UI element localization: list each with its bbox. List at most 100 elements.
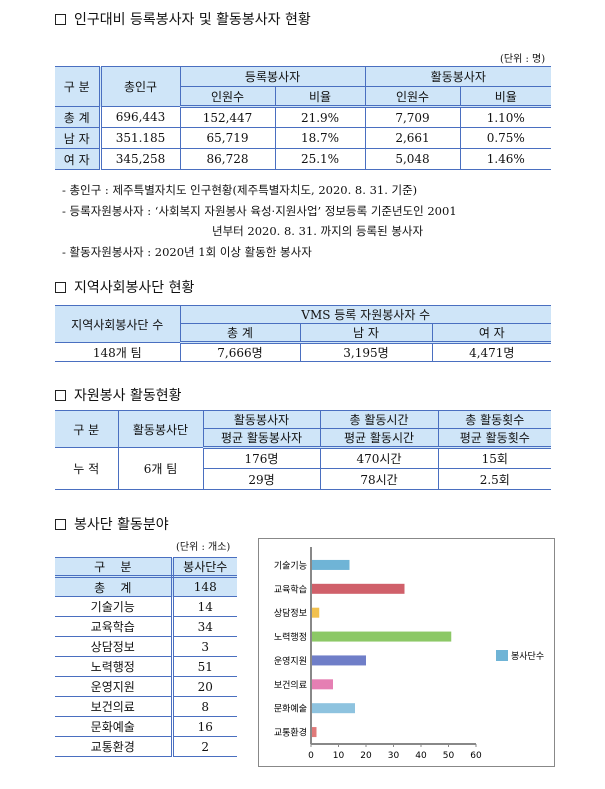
table-row: 기술기능 14 <box>55 596 237 617</box>
cell: 148개 팀 <box>55 342 181 362</box>
cell: 470시간 <box>319 447 439 469</box>
header-reg: 등록봉사자 <box>179 66 366 87</box>
cell: 86,728 <box>179 148 276 170</box>
section3-title: 자원봉사 활동현황 <box>55 385 182 405</box>
table-row: 총 계 696,443 152,447 21.9% 7,709 1.10% <box>55 106 552 128</box>
checkbox-square-icon <box>55 281 66 293</box>
cell: 29명 <box>203 468 321 490</box>
bar <box>311 559 350 570</box>
unit-label: (단위 : 개소) <box>176 542 231 553</box>
cell: 노력행정 <box>55 656 174 677</box>
category-label: 운영지원 <box>274 656 307 667</box>
header-cat: 구 분 <box>55 66 102 107</box>
table-row: 보건의료 8 <box>55 696 237 717</box>
section2-title: 지역사회봉사단 현황 <box>55 277 194 297</box>
table-row: 남 자 351.185 65,719 18.7% 2,661 0.75% <box>55 127 552 149</box>
cell: 696,443 <box>99 106 181 128</box>
cell: 4,471명 <box>431 342 552 362</box>
header-avg-volunteers: 평균 활동봉사자 <box>203 428 321 449</box>
header-pop: 총인구 <box>99 66 181 107</box>
note: - 등록자원봉사자 : ‘사회복지 자원봉사 육성·지원사업’ 정보등록 기준년… <box>62 203 457 218</box>
section4-title: 봉사단 활동분야 <box>55 514 169 534</box>
section1-title: 인구대비 등록봉사자 및 활동봉사자 현황 <box>55 9 311 29</box>
cell: 351.185 <box>99 127 181 149</box>
cell: 14 <box>171 596 237 617</box>
unit-label: (단위 : 명) <box>500 54 546 65</box>
table-row: 29명 78시간 2.5회 <box>55 468 551 490</box>
x-tick-label: 40 <box>415 751 427 761</box>
field-table: 구 분 봉사단수 총 계 148 기술기능 14 교육학습 34 상담정보 3 노력행정 51 운영지… <box>55 557 237 757</box>
category-label: 기술기능 <box>274 560 307 571</box>
x-tick-label: 20 <box>360 751 372 761</box>
header-count: 총 활동횟수 <box>437 410 551 429</box>
row-label: 총 계 <box>55 106 102 128</box>
header-cnt: 인원수 <box>180 86 276 108</box>
header-volunteers: 활동봉사자 <box>202 410 321 429</box>
table-row: 문화예술 16 <box>55 716 237 737</box>
note: - 총인구 : 제주특별자치도 인구현황(제주특별자치도, 2020. 8. 3… <box>62 183 418 197</box>
cell: 운영지원 <box>55 676 174 697</box>
header-ratio: 비율 <box>274 86 366 108</box>
table-row: 총 계 148 <box>55 576 237 597</box>
section3-title-text: 자원봉사 활동현황 <box>74 388 182 404</box>
table-row: 상담정보 3 <box>55 636 237 657</box>
cell: 1.46% <box>459 148 552 170</box>
table-row: 교통환경 2 <box>55 736 237 757</box>
table-row: 교육학습 34 <box>55 616 237 637</box>
table-row: 누 적 6개 팀 176명 470시간 15회 <box>55 447 551 490</box>
cell: 1.10% <box>459 106 552 128</box>
category-label: 문화예술 <box>274 704 307 715</box>
x-tick-label: 10 <box>333 751 345 761</box>
x-tick-label: 60 <box>470 751 482 761</box>
header-act: 활동봉사자 <box>364 66 552 87</box>
header-avg-count: 평균 활동횟수 <box>437 428 551 449</box>
bar <box>311 631 452 642</box>
table-row: 운영지원 20 <box>55 676 237 697</box>
cell: 176명 <box>202 447 321 469</box>
bar <box>311 679 333 690</box>
header-vms: VMS 등록 자원봉사자 수 <box>179 305 552 324</box>
table-row: 여 자 345,258 86,728 25.1% 5,048 1.46% <box>55 148 552 170</box>
note: - 활동자원봉사자 : 2020년 1회 이상 활동한 봉사자 <box>62 244 312 259</box>
header-male: 남 자 <box>299 323 433 344</box>
header-cat: 구 분 <box>55 557 174 578</box>
header-cat: 구 분 <box>55 410 119 448</box>
cell: 15회 <box>437 447 551 469</box>
cell: 7,666명 <box>179 342 301 362</box>
header-hours: 총 활동시간 <box>319 410 439 429</box>
cell: 7,709 <box>364 106 461 128</box>
legend-swatch <box>496 650 508 661</box>
bar <box>311 703 355 714</box>
cell: 문화예술 <box>55 716 174 737</box>
checkbox-square-icon <box>55 518 66 530</box>
header-female: 여 자 <box>431 323 552 344</box>
cell: 51 <box>171 656 237 677</box>
cell: 0.75% <box>459 127 552 149</box>
cell: 65,719 <box>179 127 276 149</box>
section1-title-text: 인구대비 등록봉사자 및 활동봉사자 현황 <box>74 12 311 28</box>
cell: 34 <box>171 616 237 637</box>
cell: 25.1% <box>274 148 366 170</box>
section2-title-text: 지역사회봉사단 현황 <box>74 280 195 296</box>
cell: 기술기능 <box>55 596 174 617</box>
x-tick-label: 50 <box>443 751 455 761</box>
cell: 152,447 <box>179 106 276 128</box>
activity-table: 구 분 활동봉사단 활동봉사자 총 활동시간 총 활동횟수 평균 활동봉사자 평균 활동시… <box>55 410 551 490</box>
header-avg-hours: 평균 활동시간 <box>319 428 439 449</box>
header-count: 봉사단수 <box>171 557 237 578</box>
bar <box>311 727 317 738</box>
table-row: 148개 팀 7,666명 3,195명 4,471명 <box>55 342 552 362</box>
cell: 20 <box>171 676 237 697</box>
table-row: 노력행정 51 <box>55 656 237 677</box>
checkbox-square-icon <box>55 13 66 25</box>
cell: 교육학습 <box>55 616 174 637</box>
category-label: 상담정보 <box>274 607 307 619</box>
category-label: 교통환경 <box>274 727 307 739</box>
header-ratio: 비율 <box>459 86 552 108</box>
row-label: 여 자 <box>55 148 102 170</box>
header-teams: 활동봉사단 <box>117 410 204 448</box>
cell: 누 적 <box>55 447 119 490</box>
cell: 5,048 <box>364 148 461 170</box>
